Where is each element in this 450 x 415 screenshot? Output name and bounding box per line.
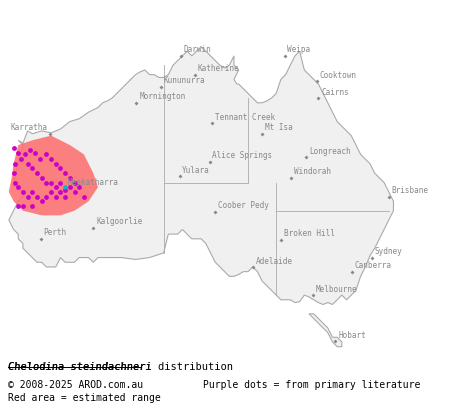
Point [62,193,69,200]
Text: Weipa: Weipa [288,46,310,54]
Point [52,184,59,190]
Text: Windorah: Windorah [294,167,331,176]
Point [47,156,54,162]
Point [29,188,36,195]
Point [11,144,18,151]
Text: © 2008-2025 AROD.com.au: © 2008-2025 AROD.com.au [8,380,143,390]
Point [21,151,28,158]
Text: Cooktown: Cooktown [320,71,356,80]
Point [19,188,27,195]
Point [52,193,59,200]
Text: Chelodina steindachneri distribution: Chelodina steindachneri distribution [8,362,233,372]
Text: Coober Pedy: Coober Pedy [218,201,269,210]
Point [27,146,34,153]
Text: Hobart: Hobart [338,331,366,339]
Text: Longreach: Longreach [309,147,351,156]
Point [62,187,69,193]
Text: Alice Springs: Alice Springs [212,151,273,161]
Point [66,175,73,181]
Point [71,179,78,186]
Text: Adelaide: Adelaide [256,256,292,266]
Text: Chelodina steindachneri distribution: Chelodina steindachneri distribution [8,362,233,372]
Text: Meekatharra: Meekatharra [68,178,119,187]
Point [76,184,83,190]
Text: Tennant Creek: Tennant Creek [215,113,275,122]
Point [71,188,78,195]
Text: Melbourne: Melbourne [315,285,357,294]
Point [43,151,50,158]
Point [62,184,69,190]
Point [19,203,27,209]
Point [57,179,64,186]
Point [47,179,54,186]
Text: Purple dots = from primary literature: Purple dots = from primary literature [203,380,421,390]
Point [80,193,87,200]
Point [47,188,54,195]
Point [38,198,45,205]
Point [32,149,39,156]
Text: Kununurra: Kununurra [164,76,205,85]
Text: Red area = estimated range: Red area = estimated range [8,393,161,403]
Polygon shape [9,46,393,305]
Point [24,193,31,200]
Point [15,149,22,156]
Point [12,179,19,186]
Text: Perth: Perth [44,228,67,237]
Point [57,188,64,195]
Point [29,203,36,209]
Text: Kalgoorlie: Kalgoorlie [96,217,142,226]
Point [33,193,40,200]
Point [33,170,40,176]
Text: Canberra: Canberra [355,261,392,270]
Point [66,184,73,190]
Point [62,170,69,176]
Text: Karratha: Karratha [10,123,47,132]
Point [15,203,22,209]
Point [15,184,22,190]
Text: Sydney: Sydney [375,247,402,256]
Text: Mornington: Mornington [139,93,185,101]
Point [24,161,31,167]
Text: Yulara: Yulara [182,166,210,175]
Point [18,156,25,162]
Text: Broken Hill: Broken Hill [284,229,335,238]
Point [12,161,19,167]
Point [57,165,64,172]
Polygon shape [309,314,342,347]
Text: Chelodina steindachneri: Chelodina steindachneri [8,362,152,372]
Point [29,165,36,172]
Point [38,175,45,181]
Point [10,170,17,176]
Point [52,161,59,167]
Point [43,179,50,186]
Text: Darwin: Darwin [183,46,211,54]
Text: Katherine: Katherine [198,64,239,73]
Point [36,156,43,162]
Point [43,193,50,200]
Text: Cairns: Cairns [321,88,349,97]
Polygon shape [9,136,98,215]
Text: Mt Isa: Mt Isa [265,123,293,132]
Text: Brisbane: Brisbane [392,186,428,195]
